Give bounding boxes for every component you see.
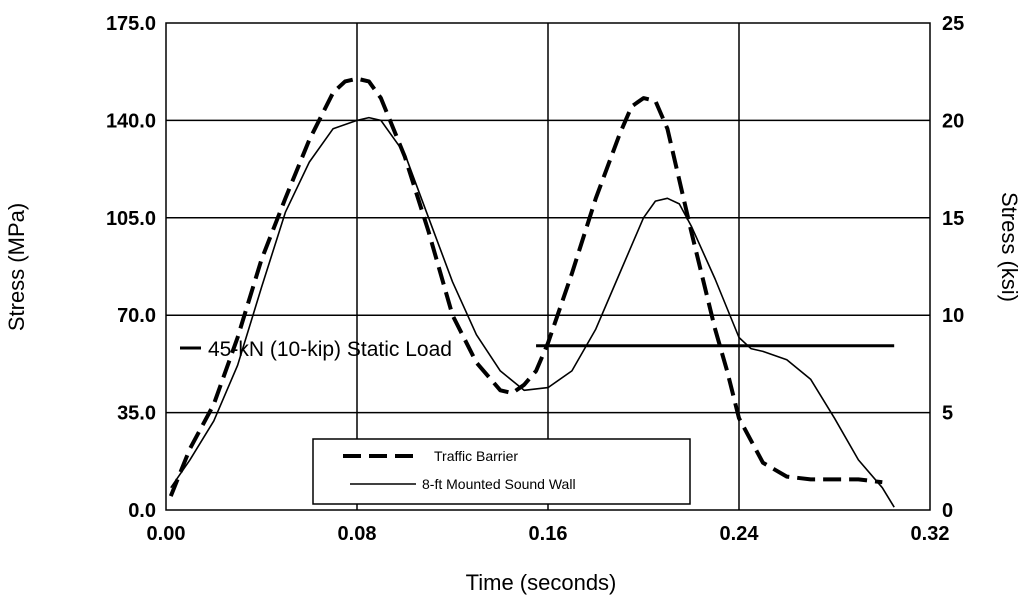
x-tick-label: 0.00 [147, 523, 186, 545]
y-tick-label: 105.0 [106, 208, 156, 230]
grid-layer [165, 22, 931, 511]
y-tick-label: 175.0 [106, 13, 156, 35]
x-tick-label: 0.16 [529, 523, 568, 545]
y2-tick-label: 5 [942, 403, 953, 425]
y2-tick-label: 20 [942, 110, 964, 132]
y-tick-label: 0.0 [128, 500, 156, 522]
x-tick-label: 0.24 [720, 523, 760, 545]
series-line-traffic-barrier [168, 76, 883, 497]
legend: Traffic Barrier 8-ft Mounted Sound Wall [312, 438, 691, 505]
y2-axis-label: Stress (ksi) [997, 192, 1022, 302]
y-tick-label: 35.0 [117, 403, 156, 425]
x-tick-label: 0.32 [911, 523, 950, 545]
y-axis-label: Stress (MPa) [4, 203, 29, 331]
y2-tick-label: 10 [942, 305, 964, 327]
x-axis-label: Time (seconds) [466, 570, 617, 595]
y-tick-label: 140.0 [106, 110, 156, 132]
legend-label-traffic-barrier: Traffic Barrier [434, 448, 518, 464]
legend-box [312, 438, 691, 505]
x-tick-label: 0.08 [338, 523, 377, 545]
y-tick-label: 70.0 [117, 305, 156, 327]
y2-tick-label: 15 [942, 208, 964, 230]
y2-tick-label: 0 [942, 500, 953, 522]
static-load-label: 45-kN (10-kip) Static Load [208, 338, 452, 361]
y2-tick-label: 25 [942, 13, 964, 35]
ticks-layer: 0.0 35.0 70.0 105.0 140.0 175.0 0 5 10 15 20 25 0.00… [106, 13, 964, 545]
series-layer [168, 76, 895, 508]
series-line-sound-wall [170, 116, 895, 508]
legend-label-sound-wall: 8-ft Mounted Sound Wall [422, 476, 576, 492]
static-load-reference: 45-kN (10-kip) Static Load [180, 338, 895, 361]
